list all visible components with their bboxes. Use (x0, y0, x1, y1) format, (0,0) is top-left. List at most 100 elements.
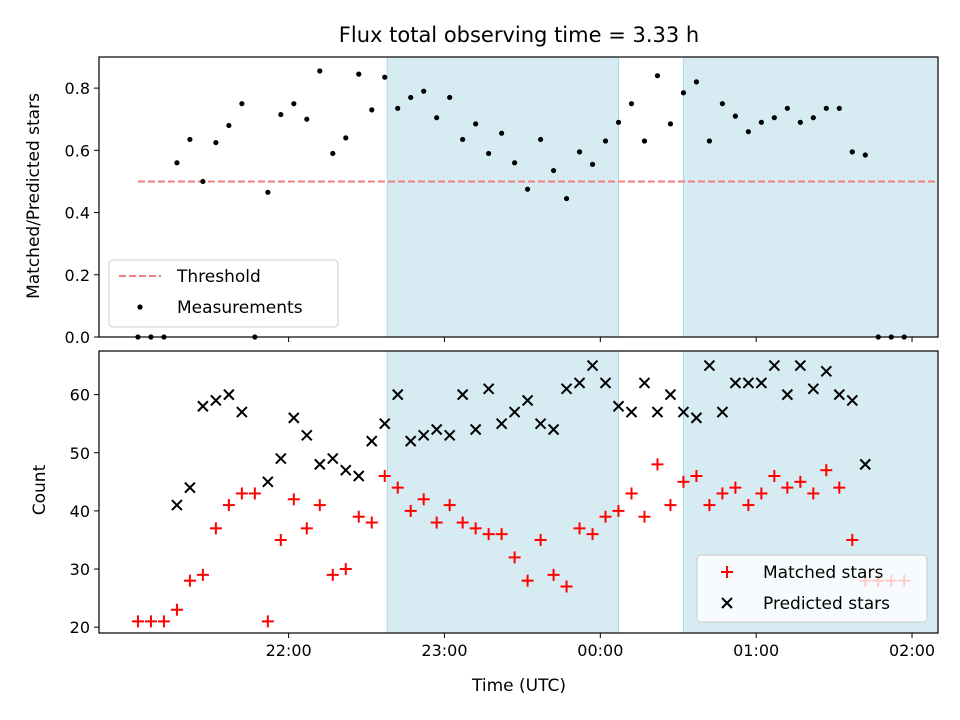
top-y-tick-label: 0.6 (65, 141, 90, 160)
top-y-tick-label: 0.0 (65, 328, 90, 347)
x-tick-label: 00:00 (577, 641, 623, 660)
bottom-y-tick-label: 40 (70, 502, 90, 521)
measurement-point (576, 149, 583, 155)
matched-point (755, 487, 768, 500)
predicted-point (301, 429, 313, 442)
matched-point (846, 533, 859, 546)
bottom-y-tick-label: 60 (70, 386, 90, 405)
legend-matched-label: Matched stars (763, 563, 883, 583)
predicted-point (573, 377, 586, 389)
matched-point (677, 475, 690, 488)
chart-title: Flux total observing time = 3.33 h (339, 23, 699, 47)
matched-point (651, 458, 664, 471)
predicted-point (171, 499, 183, 511)
matched-point (612, 504, 625, 517)
measurement-point (369, 107, 375, 113)
matched-point (443, 499, 456, 512)
predicted-point (210, 394, 222, 407)
bottom-y-tick-label: 30 (70, 560, 90, 579)
measurement-point (823, 105, 829, 111)
measurement-point (434, 115, 440, 121)
predicted-point (314, 458, 326, 471)
predicted-point (638, 377, 651, 389)
predicted-point (469, 423, 482, 436)
predicted-point (664, 388, 677, 401)
top-y-tick-label: 0.8 (65, 79, 90, 98)
matched-point (404, 504, 417, 517)
matched-point (157, 615, 170, 628)
predicted-point (443, 429, 456, 442)
predicted-point (508, 406, 521, 418)
matched-point (833, 481, 846, 494)
predicted-point (392, 388, 404, 401)
predicted-point (430, 423, 443, 436)
matched-point (560, 580, 573, 593)
predicted-point (340, 464, 352, 476)
matched-point (690, 470, 703, 483)
measurement-point (732, 113, 738, 119)
measurement-point (563, 195, 570, 202)
measurement-point (836, 105, 842, 111)
matched-point (131, 615, 144, 628)
measurement-point (343, 135, 349, 141)
measurement-point (628, 101, 635, 107)
predicted-point (586, 359, 599, 372)
bottom-shaded-span-0 (387, 351, 619, 633)
matched-point (807, 487, 820, 500)
measurement-point (784, 105, 790, 111)
predicted-point (612, 400, 625, 412)
predicted-point (807, 383, 820, 395)
top-shaded-span-0 (387, 57, 619, 337)
bottom-y-tick-label: 20 (70, 618, 90, 637)
predicted-point (495, 417, 508, 430)
matched-point (430, 516, 443, 529)
matched-point (417, 493, 430, 506)
measurement-point (200, 178, 206, 185)
matched-point (508, 551, 521, 564)
legend-matched-swatch (721, 566, 733, 578)
matched-point (287, 493, 300, 506)
measurement-point (537, 136, 544, 143)
predicted-point (560, 383, 573, 395)
x-tick-label: 02:00 (889, 641, 935, 660)
measurement-point (745, 129, 751, 135)
matched-point (781, 481, 794, 494)
measurement-point (550, 167, 557, 174)
matched-point (300, 522, 313, 535)
matched-point (599, 510, 612, 523)
legend-measurements-label: Measurements (177, 298, 303, 318)
top-legend: Threshold Measurements (108, 259, 339, 328)
matched-point (586, 528, 599, 541)
measurement-point (680, 90, 687, 96)
measurement-point (849, 149, 855, 155)
measurement-point (719, 101, 726, 107)
matched-point (573, 522, 586, 535)
matched-point (664, 499, 677, 512)
measurement-point (330, 150, 336, 157)
matched-point (196, 568, 209, 581)
matched-point (703, 499, 716, 512)
predicted-point (327, 452, 339, 465)
measurement-point (317, 68, 323, 74)
predicted-point (742, 377, 755, 389)
predicted-point (275, 452, 287, 465)
measurement-point (706, 138, 713, 144)
measurement-point (499, 130, 505, 136)
top-axes-frame (98, 56, 939, 338)
measurement-point (187, 136, 193, 143)
measurement-point (512, 160, 518, 166)
predicted-point (677, 406, 690, 418)
matched-point (235, 487, 248, 500)
predicted-point (794, 359, 807, 372)
measurement-point (174, 160, 180, 166)
measurement-point (356, 71, 362, 77)
matched-point (209, 522, 222, 535)
top-y-tick-label: 0.2 (65, 266, 90, 285)
measurement-point (862, 152, 868, 158)
matched-point (261, 615, 274, 628)
matched-point (352, 510, 365, 523)
predicted-point (379, 417, 391, 430)
matched-point (768, 470, 781, 483)
legend-threshold-label: Threshold (176, 267, 261, 287)
